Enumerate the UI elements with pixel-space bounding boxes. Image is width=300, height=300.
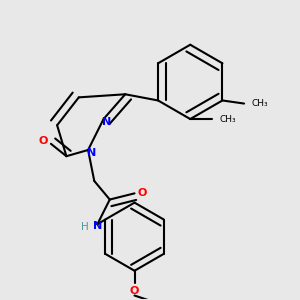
Text: N: N <box>93 221 102 231</box>
Text: O: O <box>138 188 147 198</box>
Text: CH₃: CH₃ <box>220 115 236 124</box>
Text: CH₃: CH₃ <box>252 99 268 108</box>
Text: H: H <box>81 222 89 233</box>
Text: N: N <box>86 148 96 158</box>
Text: N: N <box>102 117 111 127</box>
Text: O: O <box>130 286 139 296</box>
Text: O: O <box>38 136 48 146</box>
